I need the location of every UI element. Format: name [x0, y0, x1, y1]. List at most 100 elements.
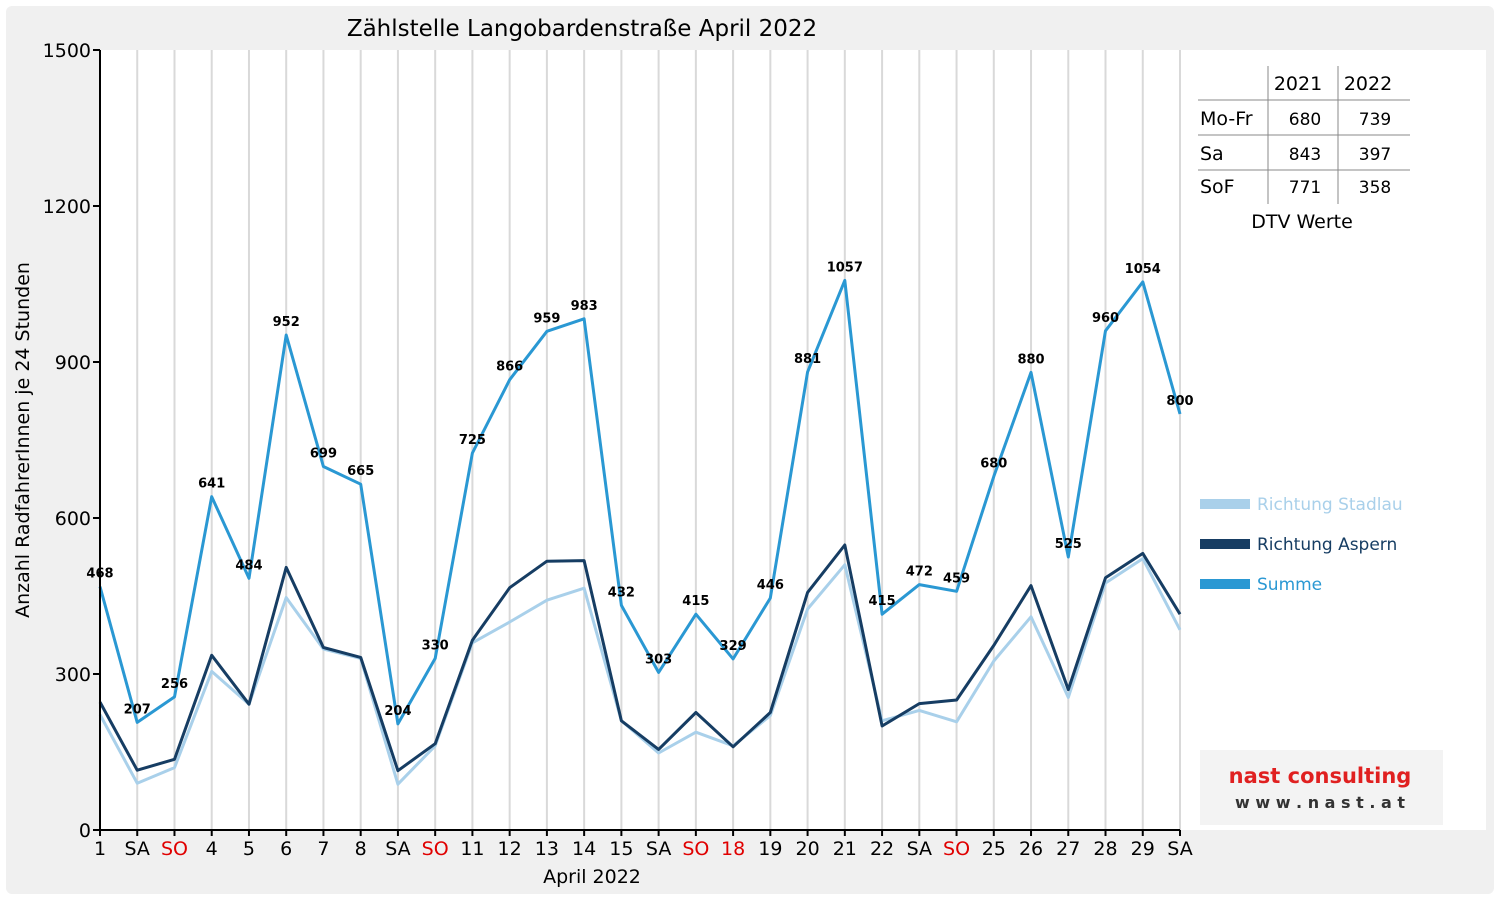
data-label: 880 [1017, 352, 1044, 367]
legend-entry: Summe [1257, 575, 1322, 595]
x-tick-label: SA [646, 838, 671, 860]
dtv-header-2022: 2022 [1344, 73, 1392, 95]
dtv-cell: 397 [1359, 145, 1391, 165]
series-line-2 [98, 278, 1182, 726]
plot-area [100, 50, 1180, 830]
data-label: 303 [645, 652, 672, 667]
x-tick-label: SA [125, 838, 150, 860]
dtv-cell: 739 [1359, 110, 1391, 130]
x-tick-label: SA [907, 838, 932, 860]
dtv-cell: 843 [1289, 145, 1321, 165]
x-tick-label: 29 [1131, 838, 1155, 860]
dtv-row-label: Mo-Fr [1200, 108, 1253, 130]
dtv-row-label: SoF [1200, 176, 1235, 198]
x-tick-label: 5 [243, 838, 255, 860]
data-label: 1054 [1125, 262, 1161, 277]
data-label: 432 [608, 585, 635, 600]
x-tick-label: 11 [460, 838, 484, 860]
data-label: 800 [1166, 394, 1193, 409]
y-tick-labels: 0 300 600 900 1200 1500 [43, 40, 100, 842]
data-label: 699 [310, 447, 337, 462]
x-tick-label: 15 [609, 838, 633, 860]
dtv-table: 2021 2022 Mo-Fr 680 739 Sa 843 397 SoF 7… [1198, 66, 1410, 233]
data-label: 725 [459, 433, 486, 448]
data-label: 983 [571, 299, 598, 314]
x-tick-label: 14 [572, 838, 596, 860]
x-tick-labels: 1 SA SO 4 5 6 7 8 SA SO 11 12 13 14 15 SA SO 18 19 20 21 22 SA… [94, 830, 1193, 860]
series-line-1 [98, 543, 1182, 773]
data-label: 207 [124, 702, 151, 717]
x-tick-label: 8 [355, 838, 367, 860]
x-tick-label: 28 [1093, 838, 1117, 860]
x-tick-label: SO [943, 838, 970, 860]
data-label: 1057 [827, 260, 863, 275]
data-label: 960 [1092, 311, 1119, 326]
data-label: 468 [86, 567, 113, 582]
x-tick-label: 18 [721, 838, 745, 860]
x-tick-label: SO [422, 838, 449, 860]
data-labels: 468 207 256 641 484 952 699 665 204 330 725 866 959 9… [86, 260, 1193, 719]
logo-url-text: w w w . n a s t . a t [1235, 793, 1405, 812]
data-label: 459 [943, 571, 970, 586]
axes [99, 50, 1180, 831]
grid-lines [99, 50, 1181, 830]
x-tick-label: 20 [795, 838, 819, 860]
data-label: 525 [1055, 537, 1082, 552]
y-axis-label: Anzahl RadfahrerInnen je 24 Stunden [12, 262, 34, 618]
data-label: 484 [235, 558, 262, 573]
y-tick-label: 1500 [43, 40, 91, 62]
data-label: 472 [906, 565, 933, 580]
data-label: 415 [682, 594, 709, 609]
data-label: 204 [384, 704, 411, 719]
logo-brand-text: nast consulting [1229, 764, 1412, 788]
x-tick-label: SA [1167, 838, 1192, 860]
x-tick-label: 13 [535, 838, 559, 860]
y-tick-label: 1200 [43, 196, 91, 218]
nast-logo: nast consulting w w w . n a s t . a t [1200, 750, 1443, 825]
legend: Richtung Stadlau Richtung Aspern Summe [1200, 495, 1403, 595]
x-tick-label: 25 [982, 838, 1006, 860]
x-tick-label: 7 [317, 838, 329, 860]
data-label: 256 [161, 677, 188, 692]
chart-title: Zählstelle Langobardenstraße April 2022 [347, 16, 817, 42]
y-tick-label: 900 [55, 352, 91, 374]
dtv-cell: 358 [1359, 178, 1391, 198]
x-tick-label: 19 [758, 838, 782, 860]
data-label: 665 [347, 464, 374, 479]
x-tick-label: 12 [498, 838, 522, 860]
dtv-cell: 680 [1289, 110, 1321, 130]
series-lines [98, 278, 1182, 786]
x-tick-label: 21 [833, 838, 857, 860]
legend-swatch [1200, 499, 1250, 509]
data-label: 641 [198, 477, 225, 492]
logo-background [1200, 750, 1443, 825]
legend-swatch [1200, 579, 1250, 589]
y-tick-label: 600 [55, 508, 91, 530]
x-tick-label: 6 [280, 838, 292, 860]
x-tick-label: SO [682, 838, 709, 860]
data-label: 881 [794, 352, 821, 367]
dtv-caption: DTV Werte [1251, 211, 1353, 233]
x-tick-label: SA [385, 838, 410, 860]
y-tick-label: 300 [55, 664, 91, 686]
x-axis-label: April 2022 [543, 866, 641, 888]
x-tick-label: 27 [1056, 838, 1080, 860]
dtv-row-label: Sa [1200, 143, 1224, 165]
x-tick-label: 4 [206, 838, 218, 860]
legend-swatch [1200, 539, 1250, 549]
y-tick-label: 0 [79, 820, 91, 842]
legend-panel [1180, 50, 1486, 830]
x-tick-label: 22 [870, 838, 894, 860]
x-tick-label: SO [161, 838, 188, 860]
x-tick-label: 1 [94, 838, 106, 860]
x-tick-label: 26 [1019, 838, 1043, 860]
data-label: 330 [422, 638, 449, 653]
dtv-cell: 771 [1289, 178, 1321, 198]
dtv-header-2021: 2021 [1274, 73, 1322, 95]
legend-entry: Richtung Aspern [1257, 535, 1397, 555]
data-label: 866 [496, 360, 523, 375]
data-label: 329 [720, 639, 747, 654]
legend-entry: Richtung Stadlau [1257, 495, 1403, 515]
